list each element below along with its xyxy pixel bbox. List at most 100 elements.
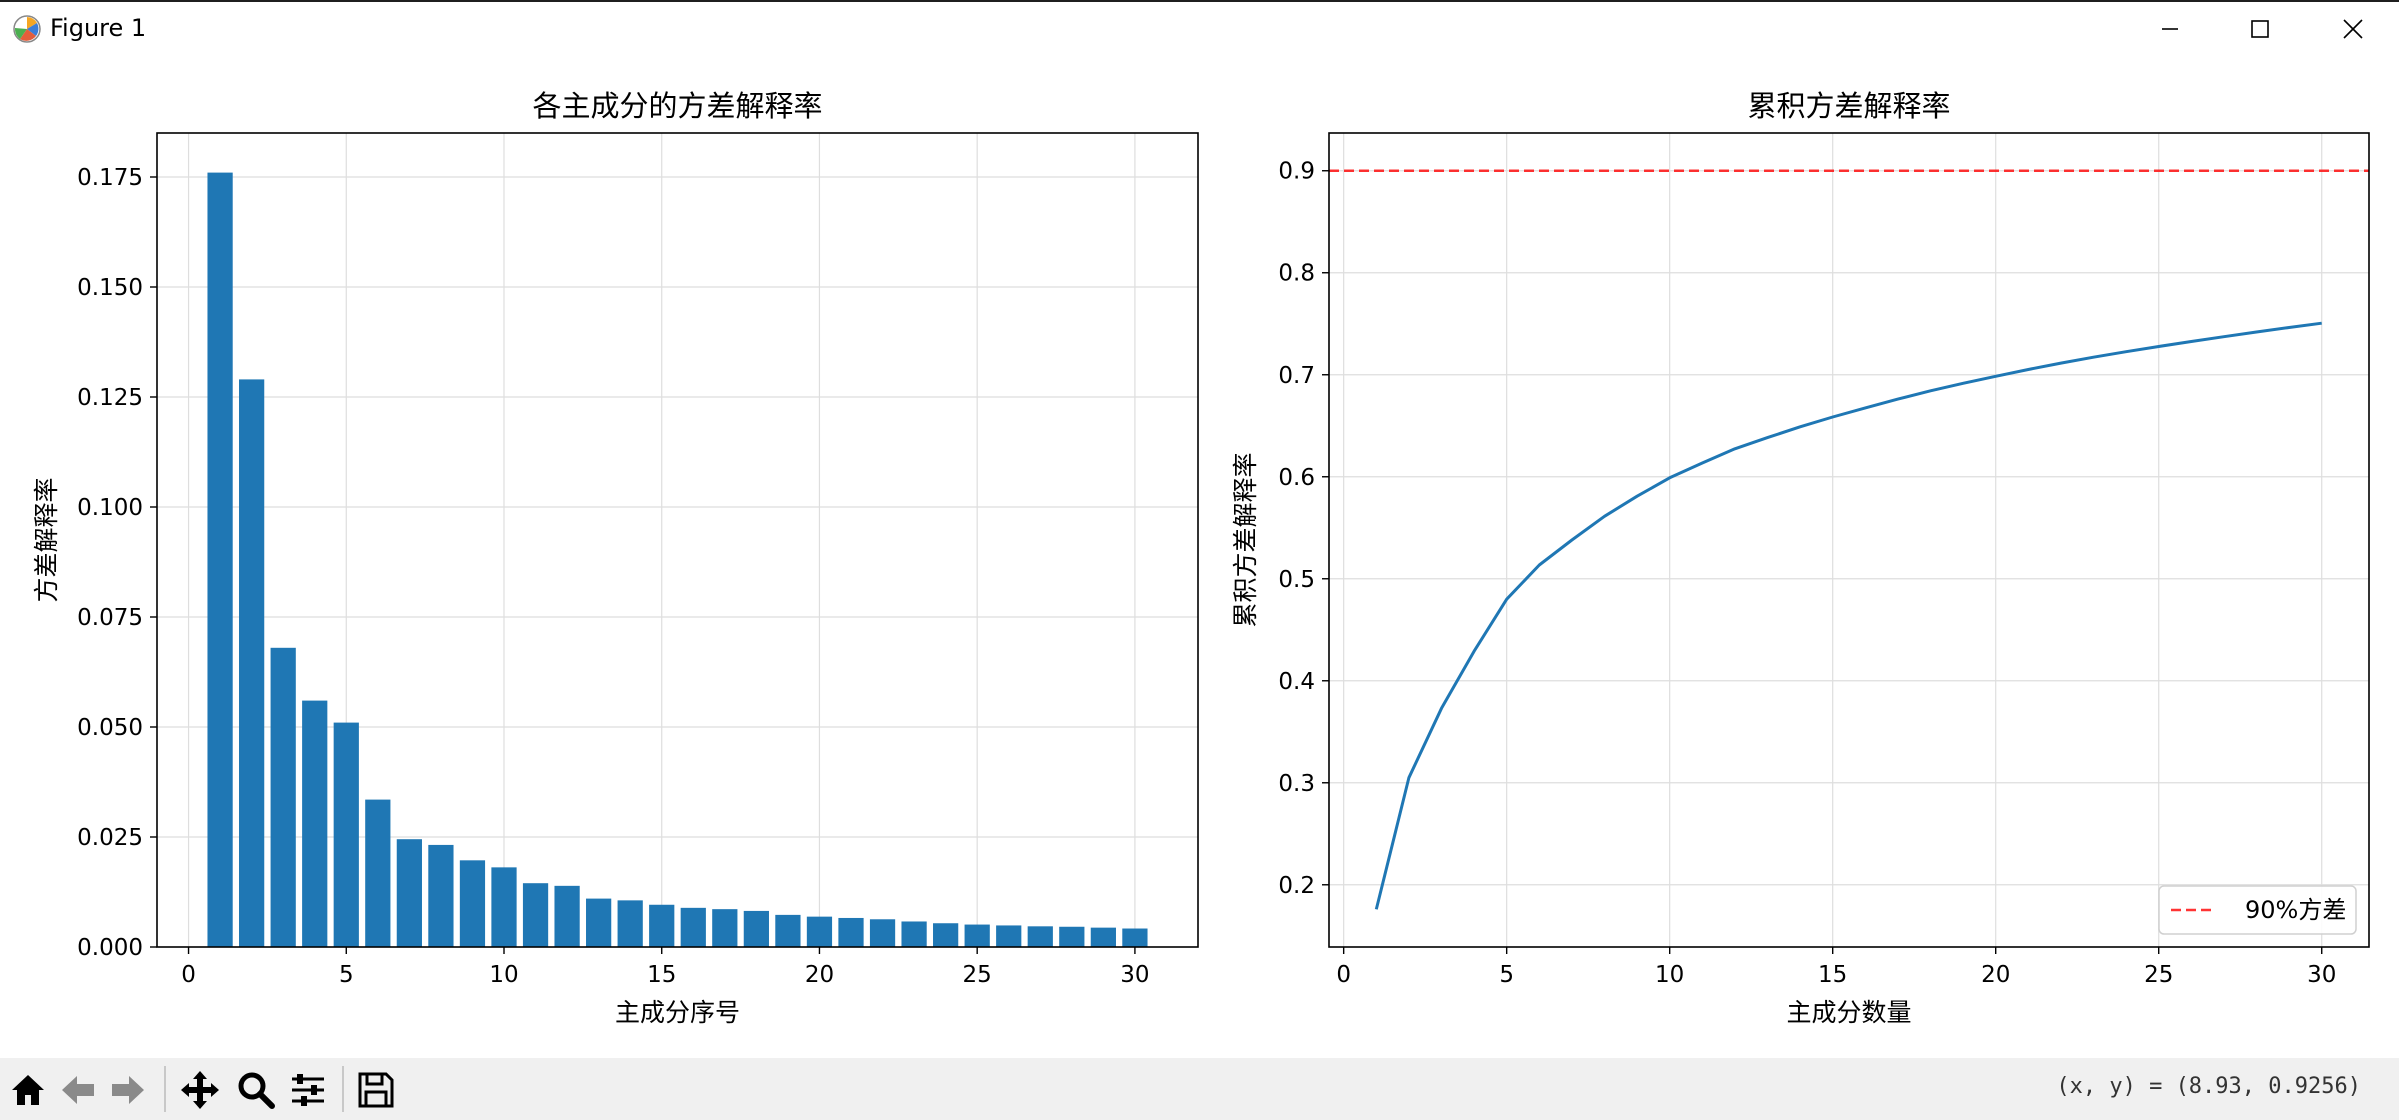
x-tick-label: 15 [647, 962, 676, 988]
chart-title: 各主成分的方差解释率 [532, 89, 822, 123]
bar [869, 919, 896, 947]
bar [775, 914, 801, 947]
bar [901, 921, 927, 947]
y-axis-label: 方差解释率 [32, 477, 61, 602]
x-tick-label: 25 [963, 962, 992, 988]
forward-icon [112, 1076, 144, 1104]
pan-icon [181, 1071, 219, 1109]
x-tick-label: 0 [1336, 962, 1351, 988]
matplotlib-icon [13, 15, 41, 43]
bar [996, 925, 1022, 947]
bar [964, 924, 990, 947]
x-tick-label: 15 [1818, 962, 1847, 988]
y-tick-label: 0.175 [77, 165, 143, 191]
x-tick-label: 30 [2307, 962, 2336, 988]
bar [207, 172, 233, 948]
bar [1090, 927, 1116, 947]
x-axis-label: 主成分序号 [615, 998, 740, 1027]
x-axis-label: 主成分数量 [1786, 998, 1911, 1027]
bar [649, 904, 675, 947]
y-tick-label: 0.150 [77, 275, 143, 301]
maximize-button[interactable] [2220, 0, 2300, 58]
toolbar-separator [164, 1066, 166, 1112]
y-tick-label: 0.2 [1278, 873, 1315, 899]
back-button[interactable] [56, 1068, 100, 1112]
x-tick-label: 5 [339, 962, 354, 988]
forward-button[interactable] [106, 1068, 150, 1112]
cumulative-variance-line-chart[interactable]: 90%方差 0 5 10 15 20 25 30 0.2 0.3 0.4 0.5 0.6 0.7 0.8 0.… [1231, 89, 2370, 1027]
y-tick-label: 0.5 [1278, 567, 1315, 593]
y-tick-label: 0.7 [1278, 363, 1315, 389]
save-button[interactable] [354, 1068, 398, 1112]
minimize-button[interactable] [2130, 0, 2210, 58]
bar [743, 910, 769, 947]
bar [522, 883, 549, 947]
axes-frame [156, 132, 1199, 948]
y-tick-label: 0.4 [1278, 669, 1315, 695]
close-button[interactable] [2313, 0, 2393, 58]
zoom-button[interactable] [234, 1068, 278, 1112]
variance-ratio-bar-chart[interactable]: 0 5 10 15 20 25 30 0.000 0.025 0.050 0.075 0.100 0.1… [32, 89, 1199, 1027]
x-tick-label: 25 [2144, 962, 2173, 988]
bar [1059, 926, 1085, 947]
y-tick-label: 0.8 [1278, 261, 1315, 287]
maximize-icon [2251, 20, 2269, 38]
bar [239, 379, 265, 947]
window-title: Figure 1 [50, 14, 147, 42]
navigation-toolbar: (x, y) = (8.93, 0.9256) [0, 1058, 2399, 1120]
x-tick-label: 5 [1499, 962, 1514, 988]
y-axis-label: 累积方差解释率 [1231, 452, 1260, 627]
legend-box [2158, 885, 2357, 935]
x-tick-label: 20 [1981, 962, 2010, 988]
bar [396, 839, 422, 947]
bar [933, 923, 959, 947]
bar [428, 844, 454, 947]
x-tick-label: 20 [805, 962, 834, 988]
zoom-icon [238, 1072, 275, 1109]
save-icon [358, 1072, 394, 1108]
close-icon [2343, 19, 2363, 39]
x-tick-label: 10 [489, 962, 518, 988]
figure-canvas: 0 5 10 15 20 25 30 0.000 0.025 0.050 0.075 0.100 0.1… [32, 89, 2370, 1027]
toolbar-separator [342, 1066, 344, 1112]
bar [491, 867, 517, 947]
y-tick-label: 0.000 [77, 935, 143, 961]
cumulative-line [1374, 321, 2322, 910]
home-button[interactable] [6, 1068, 50, 1112]
configure-subplots-button[interactable] [286, 1068, 330, 1112]
axes-frame [1328, 132, 2370, 948]
bar [554, 885, 580, 947]
back-icon [62, 1076, 94, 1104]
x-tick-label: 10 [1655, 962, 1684, 988]
bar [1027, 926, 1053, 947]
bar [712, 909, 738, 947]
bar [459, 860, 486, 947]
bar [680, 907, 706, 947]
y-tick-label: 0.3 [1278, 771, 1315, 797]
bar [838, 917, 864, 947]
pan-button[interactable] [178, 1068, 222, 1112]
cursor-coordinates: (x, y) = (8.93, 0.9256) [2056, 1074, 2361, 1099]
bar [617, 900, 643, 947]
minimize-icon [2162, 28, 2178, 30]
titlebar-top-border [0, 0, 2399, 2]
bar [586, 898, 612, 947]
bar [302, 700, 328, 947]
home-icon [12, 1075, 44, 1105]
y-tick-label: 0.125 [77, 385, 143, 411]
legend-label: 90%方差 [2245, 896, 2346, 924]
chart-title: 累积方差解释率 [1747, 89, 1950, 123]
x-tick-label: 30 [1120, 962, 1149, 988]
y-tick-label: 0.025 [77, 825, 143, 851]
bar [1122, 928, 1148, 947]
window-titlebar: Figure 1 [0, 0, 2399, 58]
bar [365, 799, 391, 947]
bar [333, 722, 359, 947]
bar [806, 916, 833, 947]
y-tick-label: 0.075 [77, 605, 143, 631]
configure-subplots-icon [292, 1074, 324, 1106]
y-tick-label: 0.9 [1278, 159, 1315, 185]
x-tick-label: 0 [181, 962, 196, 988]
y-tick-label: 0.6 [1278, 465, 1315, 491]
y-tick-label: 0.050 [77, 715, 143, 741]
